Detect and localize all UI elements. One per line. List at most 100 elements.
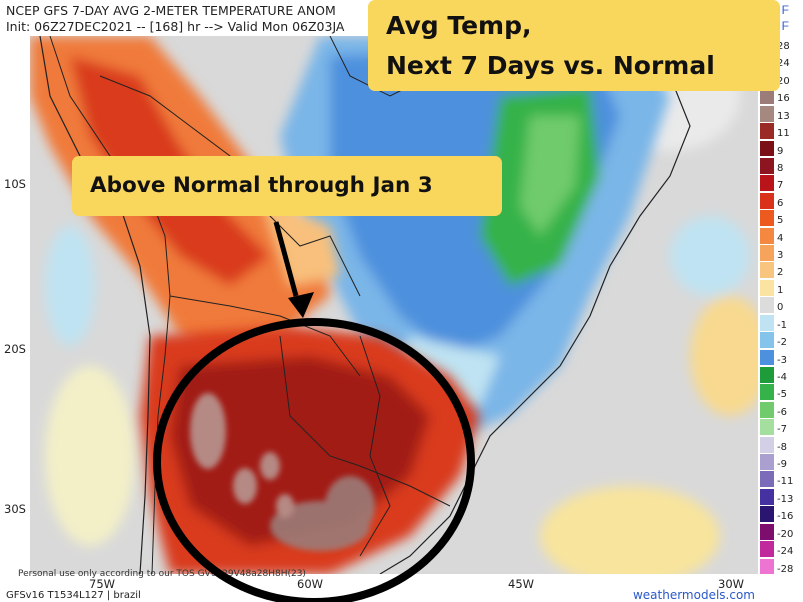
highlight-circle xyxy=(153,318,475,602)
legend-swatch xyxy=(760,157,774,174)
legend-entry: -28 xyxy=(760,558,803,575)
map-header-title: NCEP GFS 7-DAY AVG 2-METER TEMPERATURE A… xyxy=(6,3,336,18)
legend-entry: 7 xyxy=(760,175,803,191)
legend-label: 24 xyxy=(777,58,790,70)
ocean-anomaly-patches xyxy=(45,41,758,574)
legend-label: -8 xyxy=(777,441,787,453)
map-header-init: Init: 06Z27DEC2021 -- [168] hr --> Valid… xyxy=(6,19,345,34)
legend-swatch xyxy=(760,210,774,227)
legend-label: -5 xyxy=(777,389,787,401)
legend-swatch xyxy=(760,454,774,470)
legend-swatch xyxy=(760,262,774,279)
legend-label: -2 xyxy=(777,337,787,349)
legend-entry: -3 xyxy=(760,349,803,366)
legend-swatch xyxy=(760,471,774,488)
legend-entry: 0 xyxy=(760,297,803,313)
legend-swatch xyxy=(760,436,774,453)
legend-swatch xyxy=(760,175,774,192)
legend-label: 2 xyxy=(777,267,784,279)
legend-entry: 3 xyxy=(760,245,803,261)
legend-swatch xyxy=(760,279,774,296)
legend-label: 1 xyxy=(777,284,784,296)
legend-entry: -7 xyxy=(760,419,803,435)
legend-entry: 9 xyxy=(760,140,803,157)
legend-entry: -6 xyxy=(760,401,803,418)
legend-entry: 8 xyxy=(760,157,803,174)
legend-entry: -8 xyxy=(760,436,803,453)
legend-swatch xyxy=(760,227,774,244)
legend-swatch xyxy=(760,314,774,331)
extreme-anomaly-patches xyxy=(190,393,375,551)
brand-link[interactable]: weathermodels.com xyxy=(632,588,755,602)
legend-swatch xyxy=(760,349,774,366)
legend-label: -13 xyxy=(777,493,794,505)
legend-entry: 4 xyxy=(760,227,803,244)
legend-label: 28 xyxy=(777,41,790,52)
legend-label: -4 xyxy=(777,371,787,383)
title-line-2: Next 7 Days vs. Normal xyxy=(386,51,715,80)
legend-entry: -2 xyxy=(760,332,803,348)
legend-label: 5 xyxy=(777,215,784,227)
legend-label: 7 xyxy=(777,180,784,192)
legend-entry: 13 xyxy=(760,105,803,122)
annotation-callout: Above Normal through Jan 3 xyxy=(72,156,502,216)
coastline-west xyxy=(39,36,151,574)
legend-swatch xyxy=(760,88,774,105)
annotation-arrow-head xyxy=(288,292,314,318)
legend-swatch xyxy=(760,366,774,383)
legend-label: 11 xyxy=(777,128,790,140)
unit-label: F xyxy=(781,3,789,17)
legend-entry: 1 xyxy=(760,279,803,296)
legend-label: 0 xyxy=(777,302,784,314)
lat-label: 10S xyxy=(4,177,26,191)
legend-label: 20 xyxy=(777,75,790,87)
legend-label: 4 xyxy=(777,232,784,244)
legend-swatch xyxy=(760,506,774,523)
legend-label: -20 xyxy=(777,528,794,540)
legend-entry: -24 xyxy=(760,541,803,557)
legend-entry: 11 xyxy=(760,123,803,139)
model-info: GFSv16 T1534L127 | brazil xyxy=(6,590,141,601)
legend-swatch xyxy=(760,541,774,558)
title-line-1: Avg Temp, xyxy=(386,11,532,40)
unit-label-2: F xyxy=(781,19,789,33)
legend-entry: 6 xyxy=(760,192,803,209)
legend-label: 13 xyxy=(777,110,790,122)
legend-label: -24 xyxy=(777,546,794,558)
legend-entry: -13 xyxy=(760,488,803,505)
legend-swatch xyxy=(760,332,774,349)
legend-label: -16 xyxy=(777,511,794,523)
legend-swatch xyxy=(760,523,774,540)
legend-label: -7 xyxy=(777,424,787,436)
legend-entry: -16 xyxy=(760,506,803,522)
lon-label: 75W xyxy=(89,577,116,591)
lat-label: 30S xyxy=(4,502,26,516)
legend-entry: 2 xyxy=(760,262,803,278)
legend-swatch xyxy=(760,245,774,261)
legend-swatch xyxy=(760,384,774,401)
legend-entry: -4 xyxy=(760,366,803,383)
lat-label: 20S xyxy=(4,342,26,356)
legend-entry: -11 xyxy=(760,471,803,487)
legend-entry: 5 xyxy=(760,210,803,226)
lon-label: 45W xyxy=(508,577,535,591)
legend-label: -3 xyxy=(777,354,787,366)
legend-swatch xyxy=(760,140,774,157)
legend-entry: -20 xyxy=(760,523,803,540)
legend-swatch xyxy=(760,488,774,505)
legend-label: 8 xyxy=(777,162,784,174)
legend-entry: -1 xyxy=(760,314,803,331)
legend-entry: -5 xyxy=(760,384,803,400)
lon-label: 30W xyxy=(718,577,745,591)
legend-swatch xyxy=(760,123,774,139)
legend-label: -11 xyxy=(777,476,794,488)
color-legend: 28 24 20 16 13 11 9 8 7 6 5 4 3 2 1 0 -1 -2 -3 -4 -5 -6 -7 -8 -9… xyxy=(760,36,803,576)
legend-label: 6 xyxy=(777,197,784,209)
legend-entry: 16 xyxy=(760,88,803,104)
legend-swatch xyxy=(760,419,774,436)
title-callout: Avg Temp, Next 7 Days vs. Normal xyxy=(368,0,780,91)
legend-swatch xyxy=(760,297,774,314)
legend-label: -1 xyxy=(777,319,787,331)
lon-label: 60W xyxy=(297,577,324,591)
